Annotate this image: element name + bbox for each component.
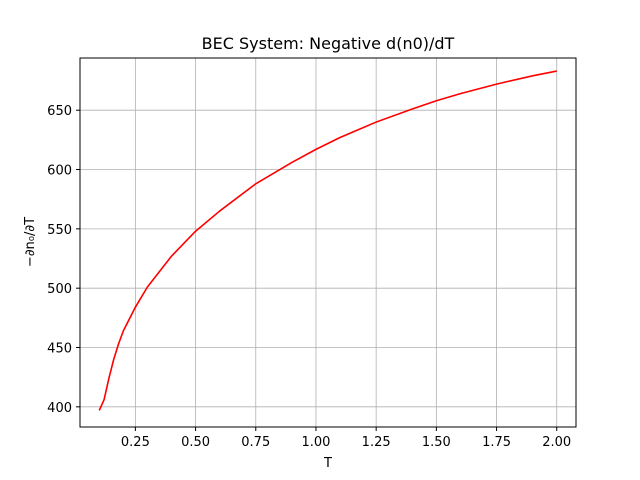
y-tick-label: 650 [47,104,72,119]
plot-frame [79,57,577,428]
y-tick-label: 500 [47,282,72,297]
x-axis-label: T [323,456,332,471]
series-line [98,70,557,411]
y-tick-label: 400 [47,401,72,416]
x-tick-label: 0.50 [181,435,210,450]
ticks: 0.25 0.50 0.75 1.00 1.25 1.50 1.75 2.00 400 450 50… [47,104,571,450]
x-tick-label: 2.00 [542,435,571,450]
x-tick-label: 0.25 [121,435,150,450]
y-tick-label: 550 [47,223,72,238]
x-tick-label: 1.50 [422,435,451,450]
x-tick-label: 1.75 [482,435,511,450]
chart-title: BEC System: Negative d(n0)/dT [202,34,455,53]
y-tick-label: 600 [47,164,72,179]
y-tick-label: 450 [47,342,72,357]
x-tick-label: 1.00 [301,435,330,450]
x-tick-label: 0.75 [241,435,270,450]
data-layer [98,70,557,411]
grid [80,58,576,427]
x-tick-label: 1.25 [362,435,391,450]
y-axis-label: −∂n₀/∂T [23,217,38,267]
